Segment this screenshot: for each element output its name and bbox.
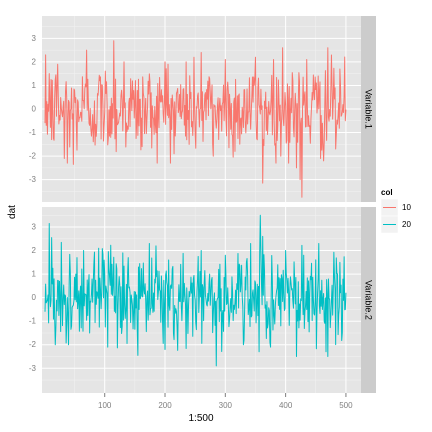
strip-2-label: Variable.2: [364, 280, 374, 320]
y-tick-label: 2: [32, 57, 37, 66]
x-tick-label: 400: [279, 401, 293, 410]
y-tick-label: -1: [29, 317, 37, 326]
legend-entries: 10 20: [380, 198, 411, 234]
y-tick-label: 3: [32, 223, 37, 232]
panel-1-series: [44, 40, 347, 198]
panel-2-series: [44, 214, 347, 367]
x-tick-label: 100: [98, 401, 112, 410]
x-axis: 100 200 300 400 500: [98, 393, 353, 410]
series-line-1: [44, 40, 347, 198]
x-tick-label: 500: [339, 401, 353, 410]
y-axis-title: dat: [7, 205, 18, 219]
legend-label: 20: [402, 220, 411, 229]
x-tick-label: 200: [158, 401, 172, 410]
y-tick-label: -3: [29, 175, 37, 184]
series-line-2: [44, 214, 347, 367]
y-tick-label: 1: [32, 270, 37, 279]
y-tick-label: -2: [29, 340, 37, 349]
strip-1: [361, 16, 376, 202]
y-tick-labels: -3 -2 -1 0 1 2 3 -3 -2 -1 0 1 2 3: [29, 34, 37, 373]
y-tick-label: 2: [32, 246, 37, 255]
y-tick-label: -3: [29, 364, 37, 373]
y-tick-label: 3: [32, 34, 37, 43]
legend-label: 10: [402, 203, 411, 212]
y-tick-label: -2: [29, 152, 37, 161]
y-tick-label: 1: [32, 81, 37, 90]
strip-1-label: Variable.1: [364, 89, 374, 129]
y-tick-label: 0: [32, 293, 37, 302]
y-tick-label: 0: [32, 105, 37, 114]
x-tick-label: 300: [219, 401, 233, 410]
strip-2: [361, 207, 376, 393]
panel-2: Variable.2: [42, 207, 376, 393]
y-tick-label: -1: [29, 128, 37, 137]
x-axis-title: 1:500: [188, 413, 213, 424]
legend-title: col: [381, 188, 393, 197]
panel-1: Variable.1: [42, 16, 376, 202]
legend: col 10 20: [380, 188, 411, 234]
